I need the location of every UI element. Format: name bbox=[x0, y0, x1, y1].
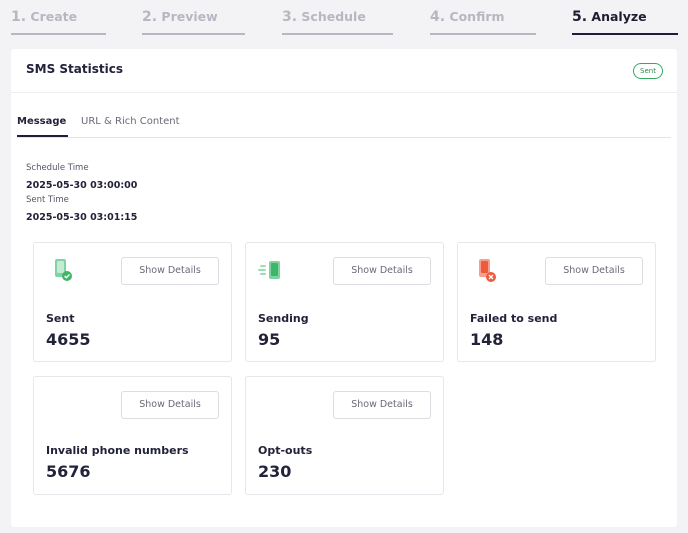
step-confirm[interactable]: 4. Confirm bbox=[430, 9, 505, 25]
stat-value: 148 bbox=[470, 330, 504, 349]
step-label: Schedule bbox=[301, 9, 366, 24]
sent-time-value: 2025-05-30 03:01:15 bbox=[26, 212, 138, 223]
step-bar-active bbox=[572, 33, 678, 35]
step-label: Create bbox=[30, 9, 78, 24]
show-details-button[interactable]: Show Details bbox=[333, 391, 431, 419]
sent-time-label: Sent Time bbox=[26, 195, 69, 205]
step-bar bbox=[142, 33, 245, 35]
step-label: Analyze bbox=[591, 9, 647, 24]
status-badge: Sent bbox=[633, 63, 663, 79]
stat-label: Opt-outs bbox=[258, 444, 313, 457]
step-preview[interactable]: 2. Preview bbox=[142, 9, 218, 25]
stat-label: Sent bbox=[46, 312, 75, 325]
stat-card-sending: Show Details Sending 95 bbox=[245, 242, 444, 362]
phone-check-icon bbox=[52, 257, 74, 283]
stat-label: Invalid phone numbers bbox=[46, 444, 189, 457]
stat-value: 95 bbox=[258, 330, 281, 349]
show-details-button[interactable]: Show Details bbox=[545, 257, 643, 285]
step-number: 1. bbox=[11, 9, 27, 25]
step-bar bbox=[282, 33, 393, 35]
stat-card-failed: Show Details Failed to send 148 bbox=[457, 242, 656, 362]
step-label: Preview bbox=[161, 9, 218, 24]
step-bar bbox=[430, 33, 536, 35]
phone-sending-icon bbox=[258, 257, 286, 283]
step-number: 3. bbox=[282, 9, 298, 25]
schedule-time-label: Schedule Time bbox=[26, 163, 89, 173]
step-label: Confirm bbox=[449, 9, 505, 24]
step-number: 2. bbox=[142, 9, 158, 25]
show-details-button[interactable]: Show Details bbox=[121, 391, 219, 419]
step-create[interactable]: 1. Create bbox=[11, 9, 77, 25]
step-number: 5. bbox=[572, 9, 588, 25]
tab-message[interactable]: Message bbox=[17, 116, 67, 127]
active-tab-indicator bbox=[17, 135, 68, 137]
stat-value: 230 bbox=[258, 462, 292, 481]
show-details-button[interactable]: Show Details bbox=[121, 257, 219, 285]
sms-statistics-card: SMS Statistics Sent Message URL & Rich C… bbox=[11, 49, 677, 527]
step-number: 4. bbox=[430, 9, 446, 25]
page-title: SMS Statistics bbox=[26, 62, 123, 76]
stat-card-opt-outs: Show Details Opt-outs 230 bbox=[245, 376, 444, 495]
step-bar bbox=[11, 33, 106, 35]
phone-failed-icon bbox=[476, 257, 498, 283]
show-details-button[interactable]: Show Details bbox=[333, 257, 431, 285]
card-header: SMS Statistics Sent bbox=[11, 49, 677, 93]
stat-label: Failed to send bbox=[470, 312, 558, 325]
stat-value: 5676 bbox=[46, 462, 91, 481]
stat-label: Sending bbox=[258, 312, 309, 325]
step-schedule[interactable]: 3. Schedule bbox=[282, 9, 366, 25]
tab-bar: Message URL & Rich Content bbox=[17, 109, 671, 138]
tab-url-rich-content[interactable]: URL & Rich Content bbox=[81, 116, 180, 127]
stat-card-invalid-numbers: Show Details Invalid phone numbers 5676 bbox=[33, 376, 232, 495]
step-analyze[interactable]: 5. Analyze bbox=[572, 9, 647, 25]
stat-value: 4655 bbox=[46, 330, 91, 349]
stat-card-sent: Show Details Sent 4655 bbox=[33, 242, 232, 362]
schedule-time-value: 2025-05-30 03:00:00 bbox=[26, 180, 138, 191]
wizard-stepper: 1. Create 2. Preview 3. Schedule 4. Conf… bbox=[0, 0, 688, 40]
